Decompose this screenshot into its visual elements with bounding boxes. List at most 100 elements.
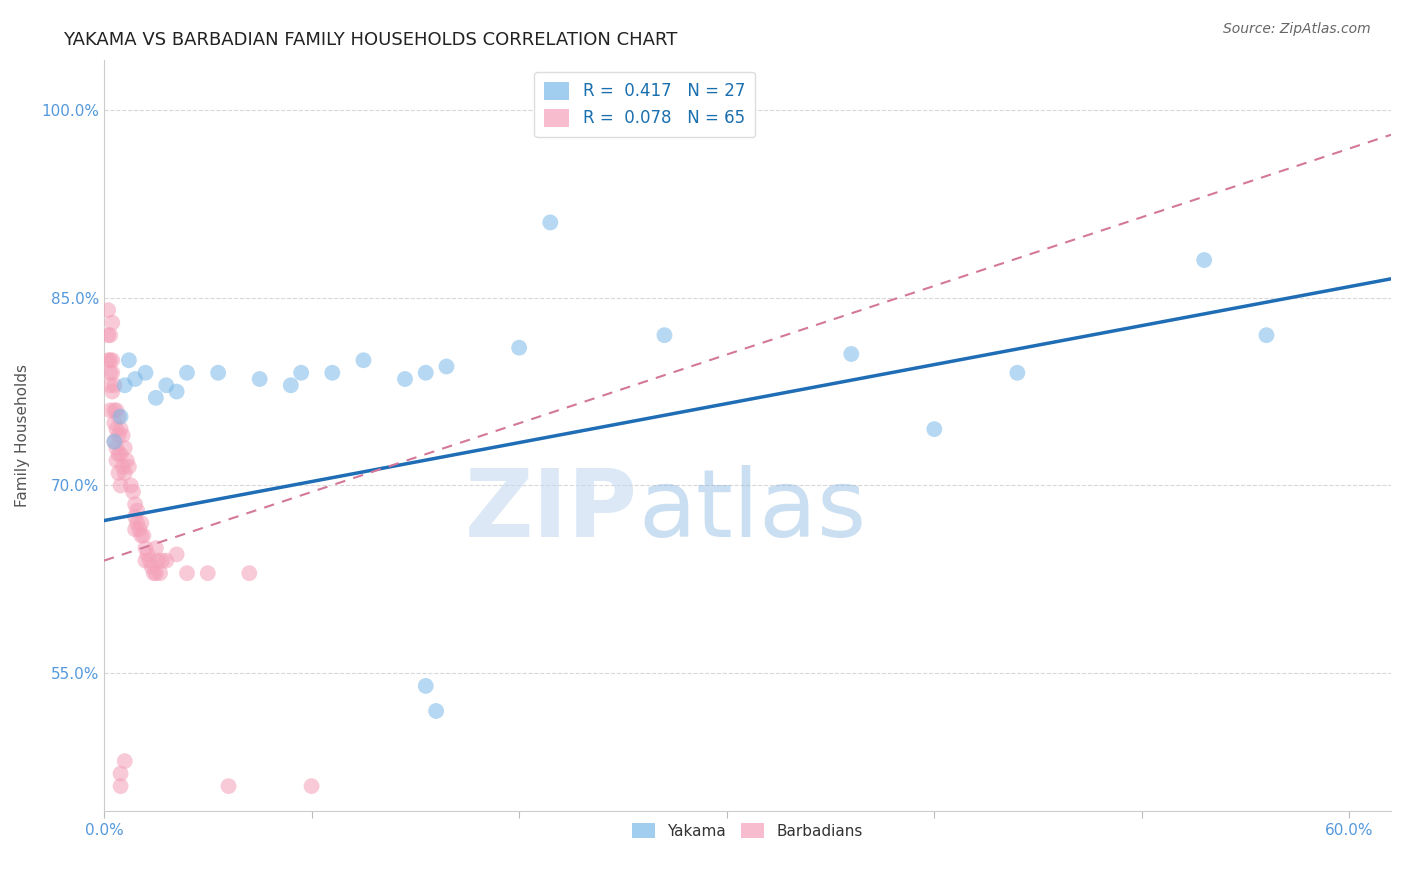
Point xyxy=(924,422,946,436)
Point xyxy=(166,384,188,399)
Text: ZIP: ZIP xyxy=(465,465,638,557)
Point xyxy=(150,554,173,568)
Point xyxy=(197,566,219,581)
Point xyxy=(238,566,260,581)
Point xyxy=(110,409,132,424)
Legend: Yakama, Barbadians: Yakama, Barbadians xyxy=(626,817,869,845)
Point xyxy=(436,359,458,374)
Point xyxy=(145,566,167,581)
Point xyxy=(654,328,676,343)
Point xyxy=(110,779,132,793)
Point xyxy=(103,416,125,430)
Point xyxy=(98,378,121,392)
Point xyxy=(425,704,447,718)
Point xyxy=(101,316,124,330)
Text: YAKAMA VS BARBADIAN FAMILY HOUSEHOLDS CORRELATION CHART: YAKAMA VS BARBADIAN FAMILY HOUSEHOLDS CO… xyxy=(63,31,678,49)
Point xyxy=(98,366,121,380)
Point xyxy=(98,403,121,417)
Point xyxy=(98,328,121,343)
Point xyxy=(290,366,312,380)
Point xyxy=(118,353,141,368)
Point xyxy=(101,366,124,380)
Point xyxy=(1192,253,1215,268)
Point xyxy=(415,679,437,693)
Point xyxy=(111,459,134,474)
Point xyxy=(839,347,862,361)
Point xyxy=(114,754,136,768)
Point xyxy=(166,548,188,562)
Point xyxy=(138,554,160,568)
Point xyxy=(103,434,125,449)
Point xyxy=(321,366,343,380)
Point xyxy=(107,447,129,461)
Point xyxy=(120,478,142,492)
Point xyxy=(124,509,146,524)
Point xyxy=(105,422,128,436)
Point xyxy=(118,459,141,474)
Point xyxy=(141,560,163,574)
Point xyxy=(114,378,136,392)
Point xyxy=(132,528,155,542)
Point xyxy=(136,548,159,562)
Point xyxy=(176,566,198,581)
Point xyxy=(103,403,125,417)
Point xyxy=(155,378,177,392)
Point xyxy=(134,541,156,555)
Point xyxy=(114,466,136,480)
Point xyxy=(155,554,177,568)
Point xyxy=(105,453,128,467)
Point xyxy=(145,391,167,405)
Point xyxy=(134,366,156,380)
Point xyxy=(176,366,198,380)
Point xyxy=(249,372,271,386)
Point xyxy=(114,441,136,455)
Point xyxy=(103,434,125,449)
Point xyxy=(280,378,302,392)
Point xyxy=(124,522,146,536)
Point xyxy=(508,341,530,355)
Point xyxy=(415,366,437,380)
Point xyxy=(131,516,153,530)
Point xyxy=(110,447,132,461)
Point xyxy=(97,353,120,368)
Point xyxy=(145,541,167,555)
Point xyxy=(110,766,132,780)
Point xyxy=(301,779,323,793)
Point xyxy=(128,522,150,536)
Point xyxy=(1256,328,1278,343)
Point xyxy=(101,384,124,399)
Point xyxy=(207,366,229,380)
Point xyxy=(107,428,129,442)
Point xyxy=(115,453,138,467)
Point xyxy=(394,372,416,386)
Point xyxy=(142,566,165,581)
Point xyxy=(98,353,121,368)
Point xyxy=(127,503,149,517)
Point xyxy=(97,328,120,343)
Text: atlas: atlas xyxy=(638,465,866,557)
Point xyxy=(538,215,561,229)
Point xyxy=(149,566,172,581)
Point xyxy=(146,554,169,568)
Point xyxy=(97,303,120,318)
Point xyxy=(124,372,146,386)
Point xyxy=(122,484,145,499)
Text: Source: ZipAtlas.com: Source: ZipAtlas.com xyxy=(1223,22,1371,37)
Point xyxy=(131,528,153,542)
Point xyxy=(103,378,125,392)
Point xyxy=(111,428,134,442)
Point xyxy=(1007,366,1029,380)
Point xyxy=(124,497,146,511)
Point xyxy=(353,353,375,368)
Point xyxy=(105,403,128,417)
Point xyxy=(107,409,129,424)
Y-axis label: Family Households: Family Households xyxy=(15,364,30,507)
Point xyxy=(127,516,149,530)
Point xyxy=(110,422,132,436)
Point xyxy=(101,353,124,368)
Point xyxy=(107,466,129,480)
Point xyxy=(105,441,128,455)
Point xyxy=(134,554,156,568)
Point xyxy=(218,779,240,793)
Point xyxy=(110,478,132,492)
